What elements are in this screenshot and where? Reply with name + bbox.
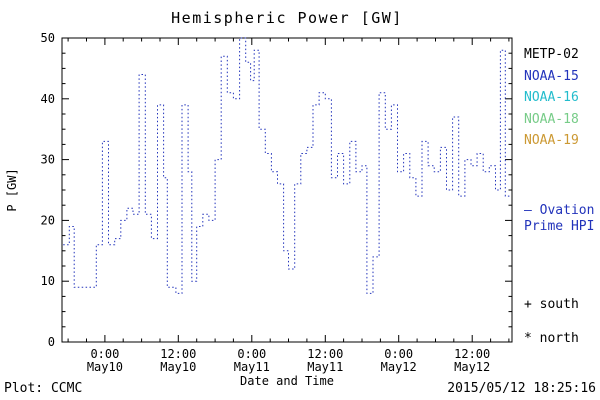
- north-marker-label: * north: [524, 331, 579, 346]
- legend-item: NOAA-18: [524, 111, 579, 127]
- ovation-label-text: Ovation Prime HPI: [524, 203, 595, 234]
- svg-text:May11: May11: [234, 360, 270, 374]
- plot-timestamp: 2015/05/12 18:25:16: [447, 381, 596, 396]
- svg-text:May12: May12: [454, 360, 490, 374]
- svg-text:P [GW]: P [GW]: [5, 168, 19, 211]
- svg-text:30: 30: [41, 153, 55, 167]
- svg-text:0: 0: [48, 335, 55, 349]
- svg-text:May11: May11: [307, 360, 343, 374]
- plot-credit: Plot: CCMC: [4, 381, 83, 396]
- south-marker-label: + south: [524, 297, 579, 312]
- svg-text:May10: May10: [87, 360, 123, 374]
- line-style-dash: —: [524, 203, 532, 218]
- svg-text:0:00: 0:00: [90, 347, 119, 361]
- legend-item: NOAA-15: [524, 68, 579, 84]
- chart-title: Hemispheric Power [GW]: [171, 9, 403, 27]
- svg-text:0:00: 0:00: [237, 347, 266, 361]
- svg-text:40: 40: [41, 92, 55, 106]
- legend-item: METP-02: [524, 47, 579, 62]
- svg-text:12:00: 12:00: [307, 347, 343, 361]
- svg-text:10: 10: [41, 274, 55, 288]
- legend-item: NOAA-19: [524, 133, 579, 148]
- svg-text:May12: May12: [381, 360, 417, 374]
- svg-text:12:00: 12:00: [160, 347, 196, 361]
- svg-text:May10: May10: [160, 360, 196, 374]
- svg-text:12:00: 12:00: [454, 347, 490, 361]
- svg-text:Date and Time: Date and Time: [240, 374, 334, 388]
- ovation-prime-hpi-label: — Ovation Prime HPI: [524, 203, 600, 235]
- svg-text:20: 20: [41, 213, 55, 227]
- svg-text:50: 50: [41, 31, 55, 45]
- legend-item: NOAA-16: [524, 90, 579, 105]
- satellite-legend: METP-02 NOAA-15 NOAA-16 NOAA-18 NOAA-19: [524, 44, 579, 152]
- svg-text:0:00: 0:00: [384, 347, 413, 361]
